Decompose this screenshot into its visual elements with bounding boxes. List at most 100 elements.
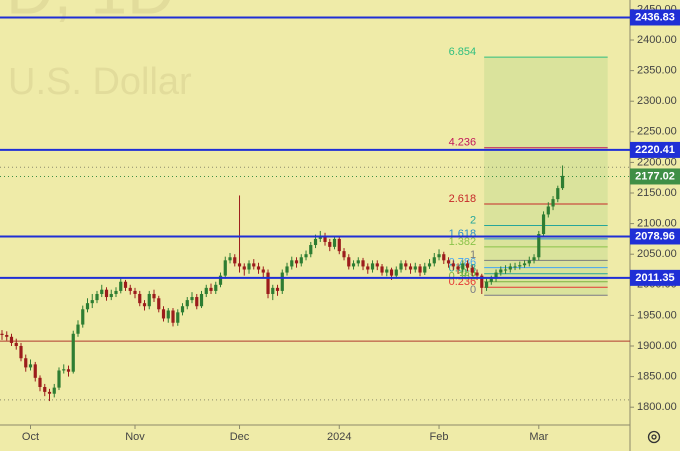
price-label-box	[630, 9, 680, 26]
candle	[195, 293, 199, 310]
settings-button[interactable]	[647, 430, 661, 444]
candle-body	[142, 303, 147, 307]
candle-body	[470, 267, 474, 273]
candle	[95, 290, 99, 304]
candle	[176, 309, 180, 326]
candle-body	[109, 293, 113, 298]
candle	[90, 293, 94, 309]
candle	[43, 383, 47, 397]
candle-body	[228, 257, 232, 261]
candle-body	[427, 263, 432, 267]
candle-body	[0, 333, 4, 335]
candle-body	[195, 297, 199, 307]
y-tick-label: 2050.00	[637, 248, 677, 260]
candle	[451, 260, 455, 271]
candle-body	[19, 345, 23, 359]
candle	[119, 278, 123, 294]
candle-body	[100, 289, 104, 294]
candle	[261, 266, 265, 278]
candle-body	[176, 312, 180, 323]
candle-body	[432, 257, 436, 264]
candle-body	[271, 287, 275, 294]
candle-body	[347, 257, 351, 267]
candle-body	[546, 206, 550, 215]
candle	[271, 284, 275, 301]
current-price-box	[630, 168, 680, 185]
candle-body	[541, 214, 546, 235]
candle	[14, 338, 18, 350]
candle-body	[266, 272, 270, 294]
candle	[503, 265, 508, 274]
candle-body	[551, 199, 555, 207]
fib-label: 4.236	[449, 137, 477, 149]
candle-body	[480, 275, 484, 288]
candle	[342, 248, 346, 261]
candle	[76, 320, 80, 337]
fib-label: 0.236	[449, 276, 477, 288]
candle	[138, 290, 142, 307]
candle-body	[214, 284, 218, 291]
candle-body	[76, 324, 80, 334]
y-tick-label: 2150.00	[637, 187, 677, 199]
candle-body	[62, 369, 66, 371]
candle-body	[508, 266, 512, 270]
candle	[275, 284, 280, 296]
candle	[351, 260, 356, 270]
candle	[152, 289, 156, 302]
candle-body	[399, 263, 403, 270]
candle	[109, 289, 113, 301]
candle-body	[475, 272, 479, 276]
candle	[285, 262, 289, 276]
fib-label: 1	[470, 249, 476, 261]
candle-body	[304, 254, 308, 258]
candle-body	[152, 293, 156, 299]
candle	[484, 278, 489, 291]
candle	[256, 262, 261, 274]
candle-body	[95, 293, 99, 301]
candle-body	[356, 260, 360, 264]
y-tick-label: 1850.00	[637, 371, 677, 383]
candle	[394, 266, 398, 279]
candle	[47, 388, 52, 402]
candle	[328, 238, 332, 252]
candle	[147, 290, 151, 310]
candle-body	[138, 293, 142, 304]
candle	[309, 241, 313, 258]
candle-body	[465, 263, 470, 268]
candle	[560, 165, 565, 190]
candle-body	[404, 263, 408, 267]
candle	[304, 250, 308, 261]
candle	[361, 257, 365, 271]
candle	[427, 259, 432, 269]
candle	[332, 235, 337, 250]
candle-body	[494, 272, 498, 279]
candle-body	[418, 266, 422, 273]
candle	[356, 257, 360, 267]
candle	[465, 260, 470, 272]
candle	[114, 287, 118, 298]
candle-body	[5, 334, 9, 337]
candle	[52, 383, 56, 398]
candle	[5, 331, 9, 341]
candle-body	[218, 275, 223, 285]
candle	[418, 263, 422, 277]
candle	[299, 254, 303, 267]
candle-body	[366, 266, 370, 270]
candle	[413, 262, 417, 273]
y-tick-label: 2250.00	[637, 126, 677, 138]
candle	[24, 354, 28, 372]
watermark-symbol: D, 1D	[6, 0, 175, 27]
candle-body	[446, 260, 451, 264]
candle-body	[351, 263, 356, 267]
y-tick-label: 1800.00	[637, 401, 677, 413]
candle-body	[171, 310, 175, 323]
gear-outer	[647, 430, 661, 444]
fib-label: 2.618	[449, 193, 477, 205]
candle	[280, 269, 284, 294]
candle	[399, 260, 403, 273]
y-tick-label: 1900.00	[637, 340, 677, 352]
candle	[408, 263, 413, 274]
candle-body	[337, 238, 341, 252]
price-label-box	[630, 228, 680, 245]
candle	[218, 272, 223, 288]
